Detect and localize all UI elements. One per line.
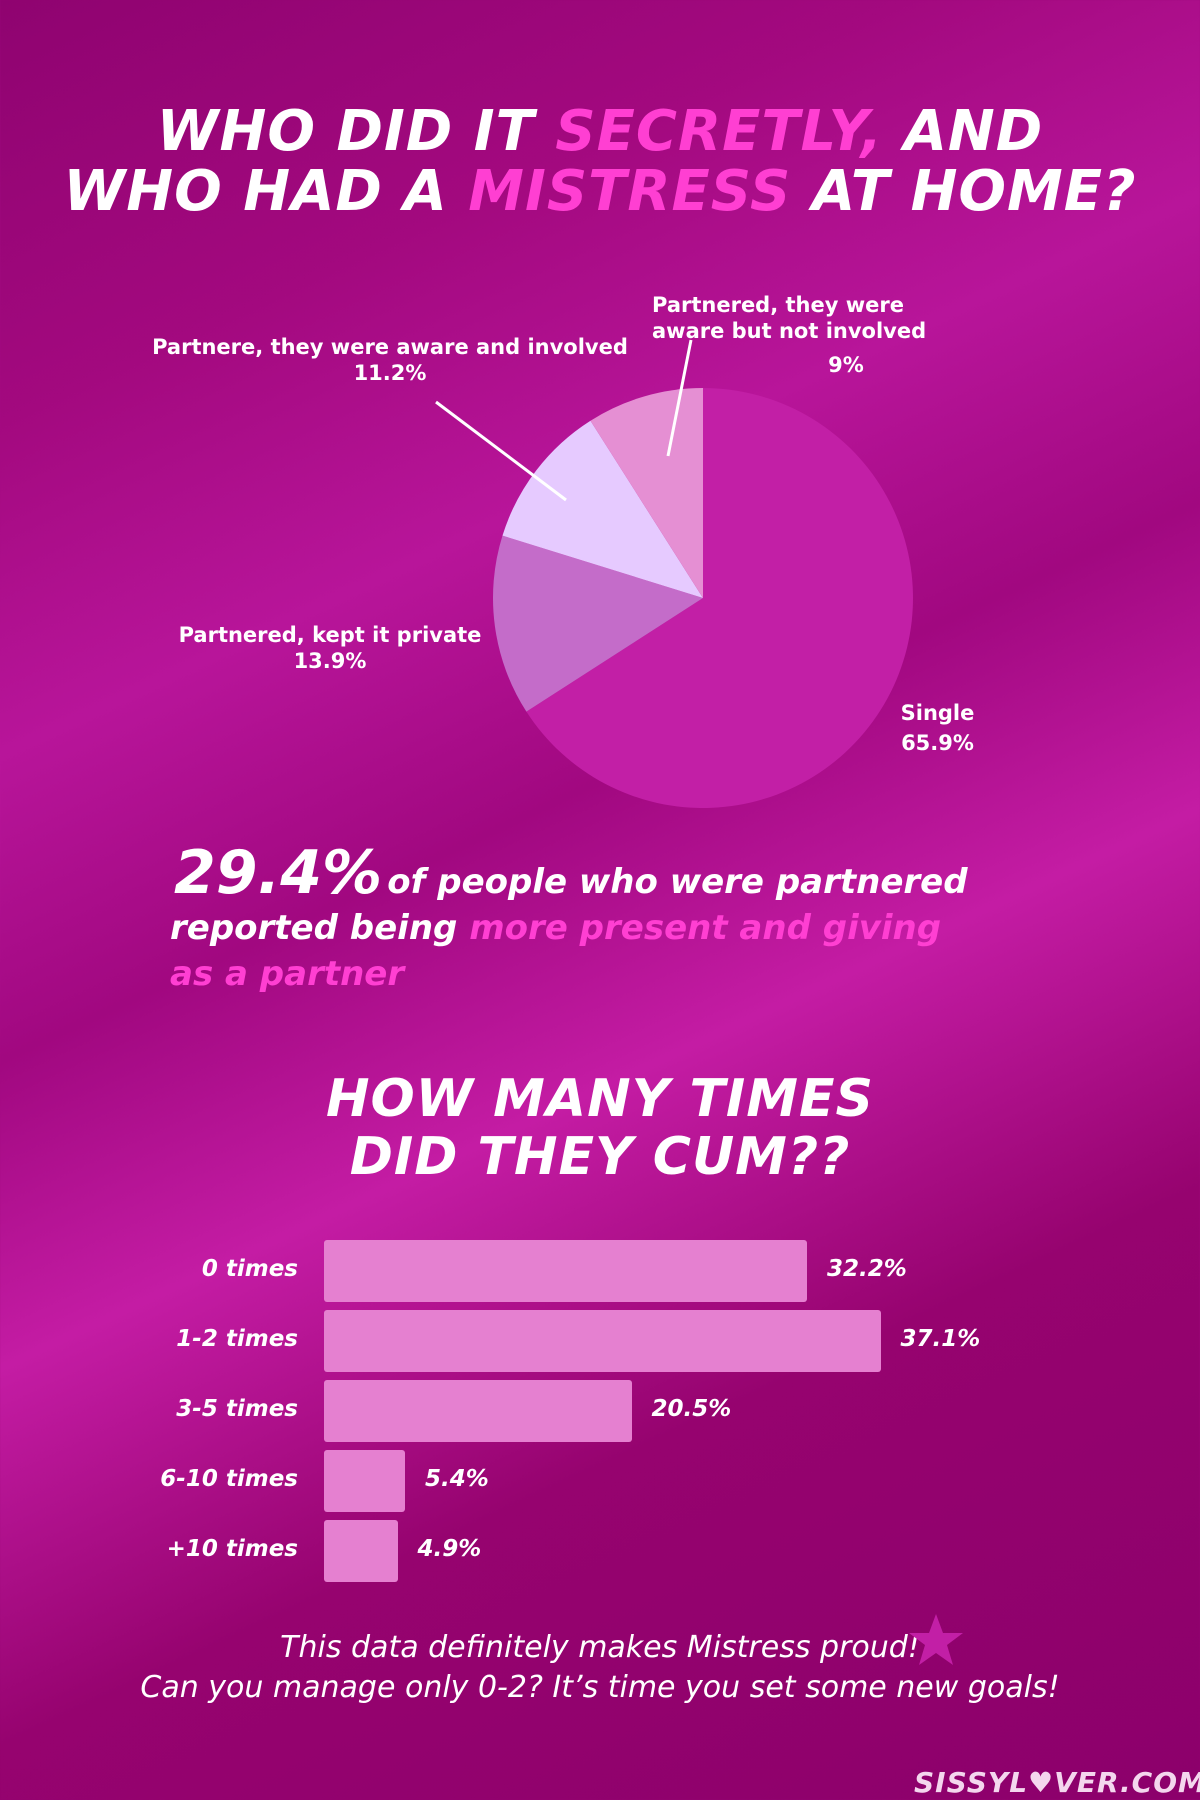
pie-label-kept-private: Partnered, kept it private 13.9% — [178, 623, 482, 673]
bar-category-label: 1-2 times — [176, 1326, 298, 1352]
bar-category-label: 6-10 times — [160, 1466, 298, 1492]
stat-callout: 29.4% of people who were partnered — [174, 838, 1074, 908]
leader-line-aware-involved — [435, 400, 567, 502]
bar-value-label: 4.9% — [417, 1536, 482, 1562]
bar-category-label: 0 times — [201, 1256, 298, 1282]
bar-category-label: +10 times — [166, 1536, 298, 1562]
stat-line-3: as a partner — [170, 954, 405, 994]
heart-icon: ♥ — [1028, 1766, 1055, 1799]
bar — [324, 1520, 398, 1582]
pie-label-aware-not-involved: Partnered, they were aware but not invol… — [652, 293, 927, 377]
pie-label-aware-involved: Partnere, they were aware and involved 1… — [152, 335, 628, 385]
bar — [324, 1450, 405, 1512]
star-icon — [909, 1614, 963, 1665]
bar-value-label: 20.5% — [651, 1396, 732, 1422]
bar-value-label: 32.2% — [827, 1256, 907, 1282]
pie-slice-2 — [502, 420, 703, 598]
main-title: WHO DID IT SECRETLY, AND WHO HAD A MISTR… — [63, 99, 1137, 224]
bar — [324, 1310, 881, 1372]
footer-line-2: Can you manage only 0-2? It’s time you s… — [140, 1670, 1060, 1705]
bar-category-label: 3-5 times — [176, 1396, 298, 1422]
leader-line-aware-not-involved — [666, 339, 693, 457]
stat-line-2: reported being more present and giving — [170, 908, 942, 948]
bar — [324, 1380, 632, 1442]
pie-label-single: Single 65.9% — [900, 701, 975, 755]
stat-percent: 29.4% — [174, 838, 383, 908]
stat-line-1: of people who were partnered — [387, 862, 968, 902]
brand-logo: SISSYL♥VER.COM — [914, 1766, 1200, 1799]
bar-value-label: 37.1% — [900, 1326, 981, 1352]
pie-chart — [435, 339, 913, 808]
bar — [324, 1240, 807, 1302]
pie-slice-3 — [590, 388, 703, 598]
pie-slice-0 — [526, 388, 913, 808]
bar-value-label: 5.4% — [425, 1466, 489, 1492]
bar-chart-title: HOW MANY TIMES DID THEY CUM?? — [326, 1069, 874, 1187]
footer-line-1: This data definitely makes Mistress prou… — [280, 1630, 920, 1665]
pie-slice-1 — [492, 535, 703, 712]
